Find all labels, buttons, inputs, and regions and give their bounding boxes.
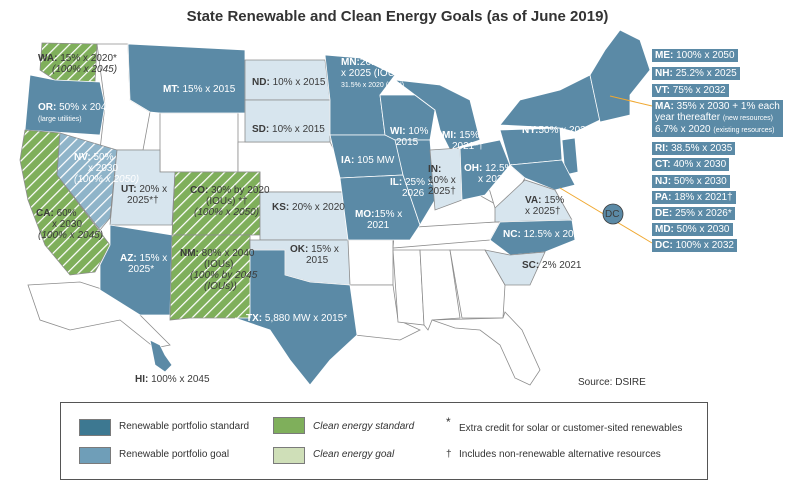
label-mt: MT: 15% x 2015 [163, 84, 236, 95]
label-sd: SD: 10% x 2015 [252, 124, 325, 135]
label-tx: TX: 5,880 MW x 2015* [246, 313, 348, 324]
legend: Renewable portfolio standard Renewable p… [60, 402, 708, 480]
legend-ces-goal: Clean energy goal [313, 449, 395, 460]
legend-extra-credit: Extra credit for solar or customer-sited… [459, 423, 683, 434]
legend-ces: Clean energy standard [313, 421, 415, 432]
ne-box-ma: MA: 35% x 2030 + 1% each year thereafter… [652, 100, 783, 137]
state-ks [259, 191, 349, 241]
label-dc: DC [605, 209, 620, 220]
state-fl [431, 311, 541, 386]
ne-box-de: DE: 25% x 2026* [652, 207, 735, 220]
state-mt [127, 43, 246, 114]
label-wi: WI: 10% 2015 [390, 126, 429, 148]
ne-box-me: ME: 100% x 2050 [652, 49, 738, 62]
state-mo [339, 174, 421, 241]
state-il [394, 139, 436, 226]
label-ok: OK: 15% x 2015 [290, 244, 339, 266]
dagger-symbol: † [446, 449, 452, 460]
label-nc: NC: 12.5% x 2021 (IOUs) [503, 229, 617, 240]
swatch-rps-goal [79, 447, 111, 464]
label-hi: HI: 100% x 2045 [135, 374, 210, 385]
state-oh [459, 139, 511, 201]
state-nm [169, 234, 251, 321]
state-hi [149, 339, 173, 373]
label-oh: OH: 12.5% x 2026 [464, 163, 514, 185]
state-nv [56, 132, 118, 231]
legend-non-renewable: Includes non-renewable alternative resou… [459, 449, 661, 460]
label-mi: MI: 15% x 2021*† [442, 130, 488, 152]
ne-box-pa: PA: 18% x 2021† [652, 191, 736, 204]
label-az: AZ: 15% x 2025* [120, 253, 168, 275]
ne-box-vt: VT: 75% x 2032 [652, 84, 729, 97]
label-ks: KS: 20% x 2020 [272, 202, 345, 213]
label-co: CO: 30% by 2020 (IOUs) *† (100% x 2050) [190, 185, 270, 218]
ne-box-dc: DC: 100% x 2032 [652, 239, 737, 252]
state-wy [159, 112, 239, 173]
map-title: State Renewable and Clean Energy Goals (… [186, 8, 609, 25]
label-va: VA: 15% x 2025† [525, 195, 565, 217]
label-ut: UT: 20% x 2025*† [121, 184, 168, 206]
swatch-ces [273, 417, 305, 434]
source-note: Source: DSIRE [578, 377, 646, 388]
swatch-ces-goal [273, 447, 305, 464]
label-mo: MO:15% x 2021 [355, 209, 403, 231]
label-nv: NV: 50% x 2030 (100% x 2050) [74, 152, 140, 185]
state-va [494, 179, 573, 223]
state-tx [234, 249, 358, 386]
ne-box-nj: NJ: 50% x 2030 [652, 175, 730, 188]
state-sc [484, 249, 546, 286]
legend-rps: Renewable portfolio standard [119, 421, 250, 432]
label-nd: ND: 10% x 2015 [252, 77, 326, 88]
state-sd [244, 99, 331, 143]
label-il: IL: 25% x 2026 [390, 177, 433, 199]
label-in: IN: 10% x 2025† [428, 164, 456, 197]
state-ne-states [589, 29, 651, 123]
swatch-rps [79, 419, 111, 436]
state-ga [449, 249, 506, 319]
label-sc: SC: 2% 2021 [522, 260, 582, 271]
state-ms [392, 249, 425, 326]
ne-box-ri: RI: 38.5% x 2035 [652, 142, 736, 155]
ne-box-ct: CT: 40% x 2030 [652, 158, 730, 171]
state-md-de [509, 159, 576, 191]
ne-box-md: MD: 50% x 2030 [652, 223, 733, 236]
legend-rps-goal: Renewable portfolio goal [119, 449, 230, 460]
label-ny: NY:50% x 2030 [522, 125, 592, 136]
label-wa: WA: 15% x 2020* (100% x 2045) [38, 53, 118, 75]
dc-marker [602, 203, 624, 225]
ne-connector-line [609, 95, 653, 107]
label-or: OR: 50% x 2040* (large utilities) [38, 102, 116, 123]
label-ia: IA: 105 MW [341, 155, 395, 166]
asterisk-symbol: * [446, 415, 451, 429]
ne-box-nh: NH: 25.2% x 2025 [652, 67, 740, 80]
state-ny [499, 74, 601, 133]
label-mn: MN:26.5% x 2025 (IOUs) 31.5% x 2020 (Xce… [341, 57, 405, 89]
label-ca: CA: 60% x 2030 (100% x 2045) [36, 208, 104, 241]
label-nm: NM: 80% x 2040 (IOUs) (100% by 2045 (IOU… [180, 248, 258, 292]
